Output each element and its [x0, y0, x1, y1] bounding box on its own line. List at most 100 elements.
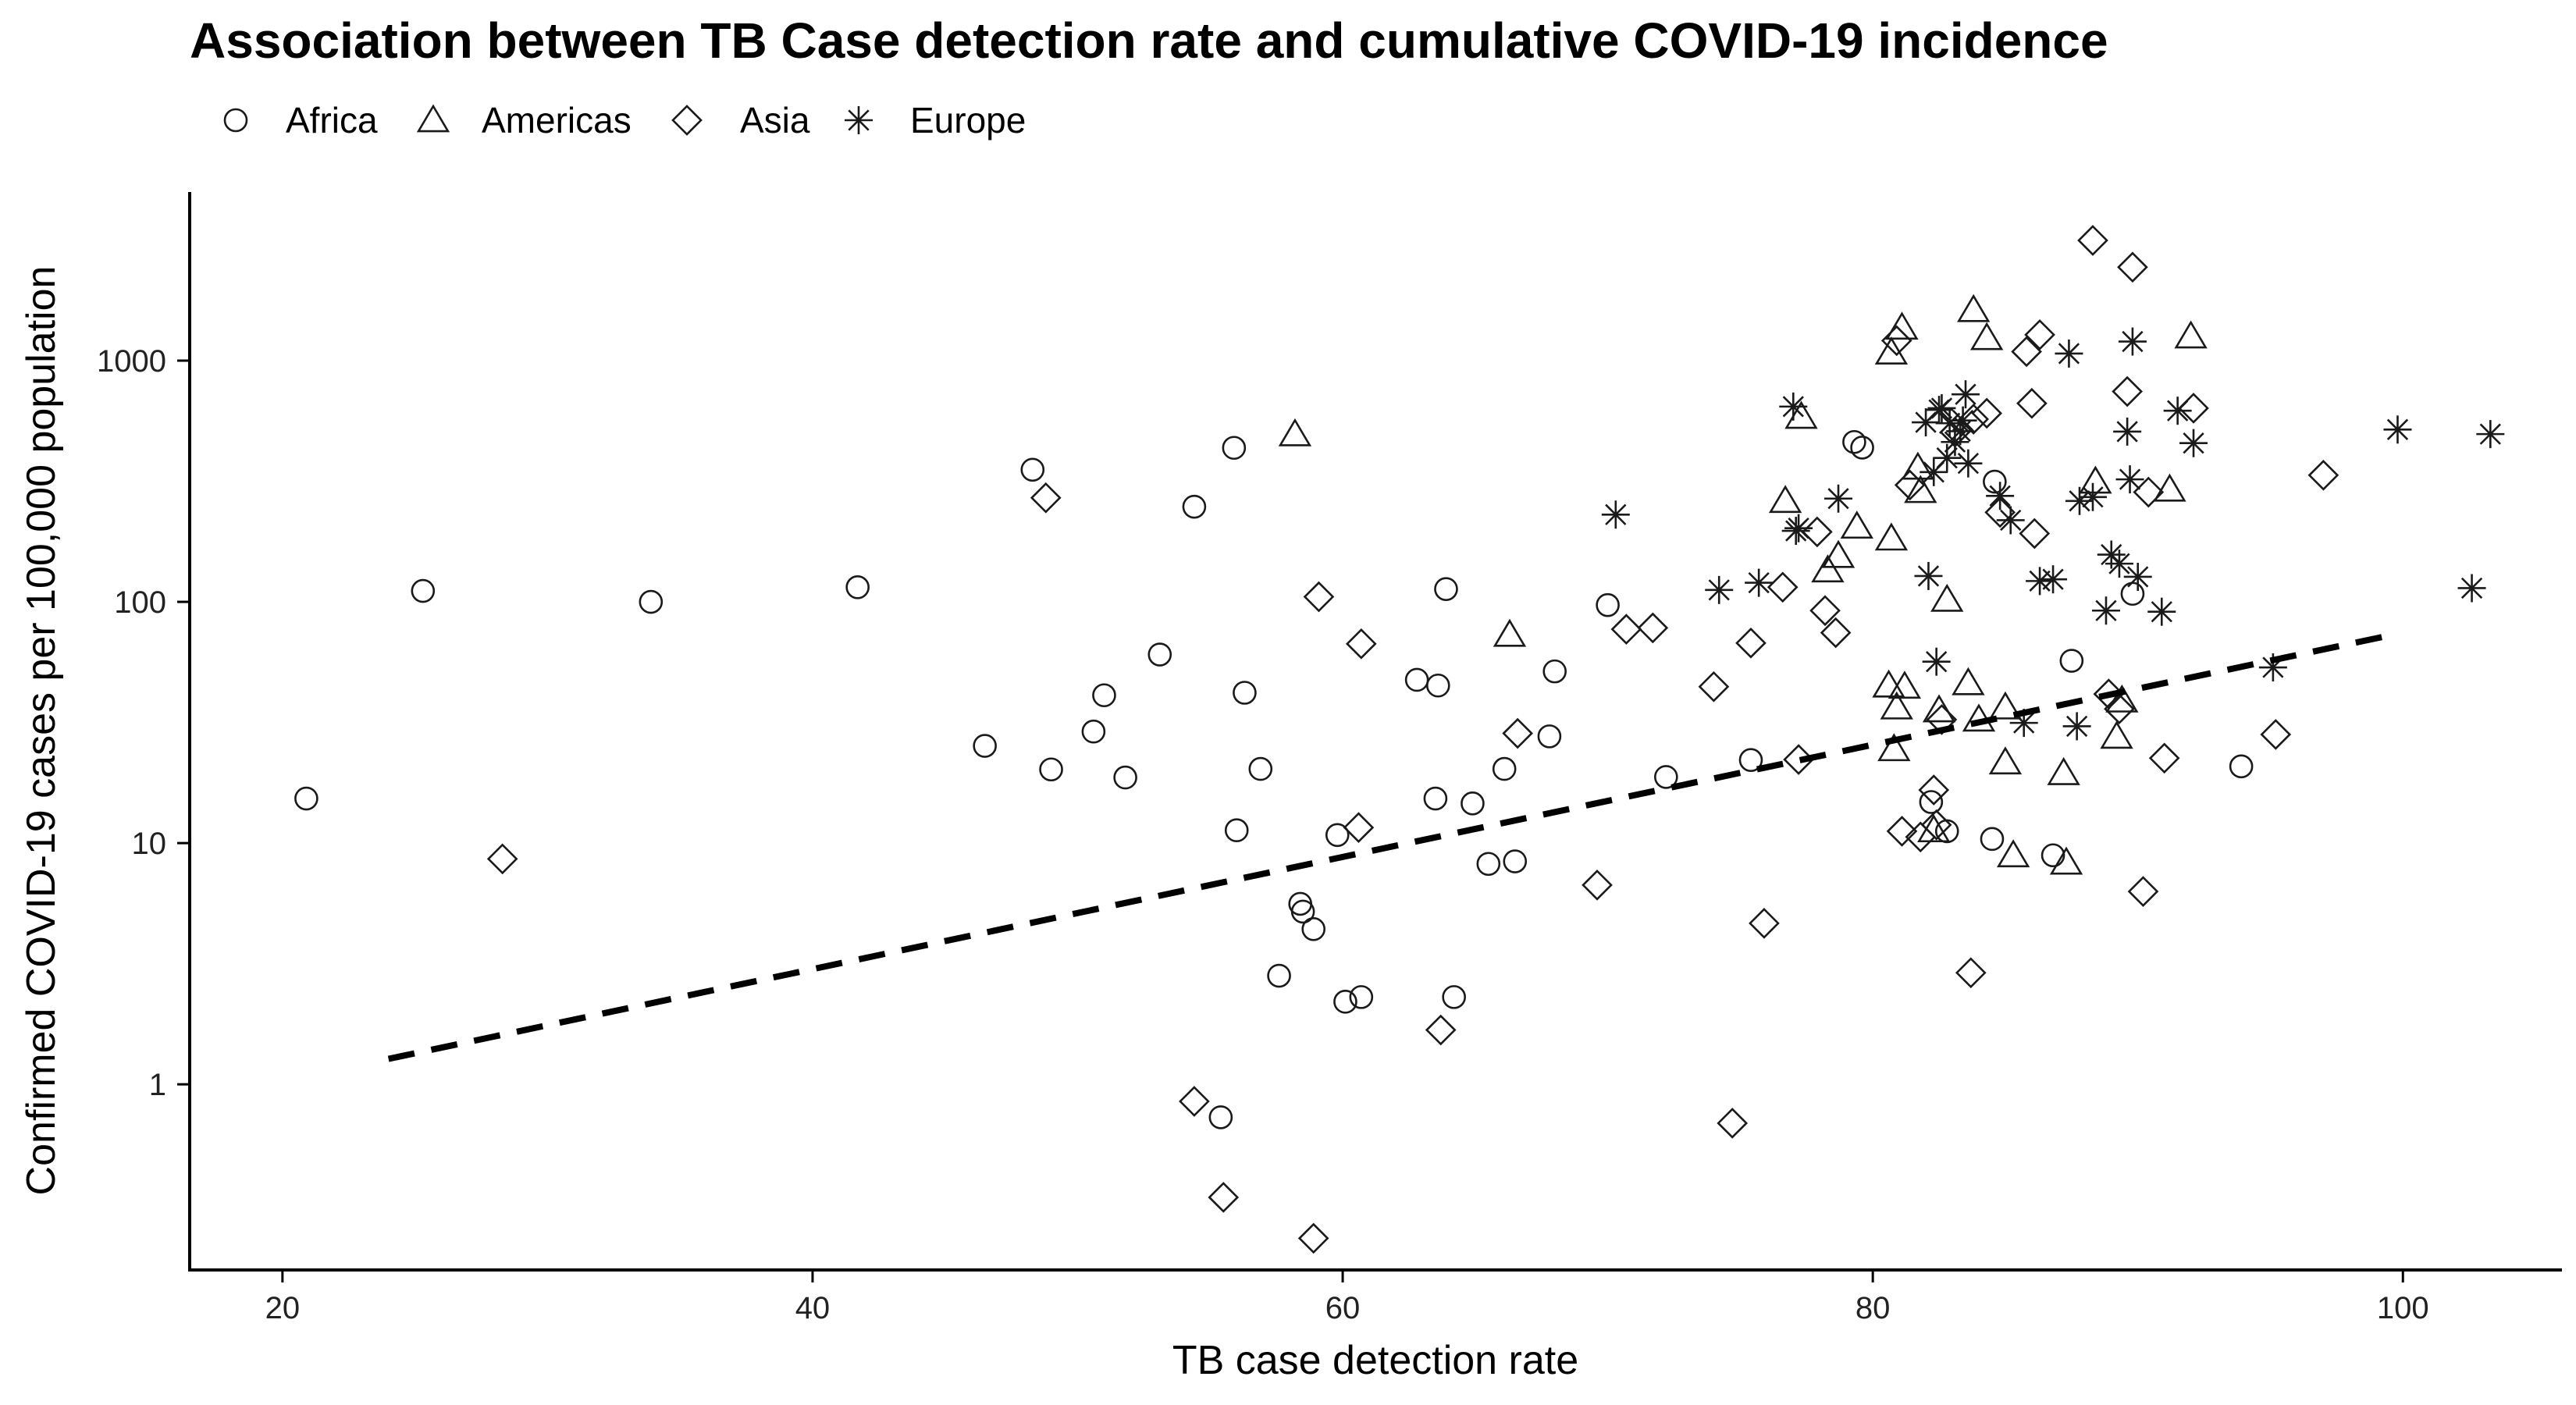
point-asia	[2011, 336, 2042, 368]
point-asia	[1343, 812, 1375, 844]
legend: Africa Americas Asia Europe	[223, 100, 1026, 140]
point-europe	[1941, 428, 1969, 457]
point-asia	[2148, 742, 2180, 774]
point-africa	[1147, 642, 1172, 667]
point-americas	[1957, 293, 1991, 322]
series-americas	[1278, 293, 2208, 875]
point-africa	[1983, 469, 2007, 494]
point-asia	[2307, 459, 2339, 491]
point-africa	[411, 578, 436, 603]
point-asia	[2127, 876, 2159, 907]
point-africa	[1654, 765, 1678, 789]
x-axis-ticks: 20 40 60 80 100	[265, 1270, 2429, 1325]
point-europe	[2123, 562, 2152, 591]
point-europe	[1745, 568, 1774, 597]
point-asia	[1297, 1222, 1329, 1254]
point-africa	[1222, 436, 1247, 461]
legend-key-africa	[223, 108, 248, 133]
point-americas	[2153, 473, 2186, 502]
legend-label: Americas	[482, 100, 632, 140]
point-americas	[1493, 618, 1527, 647]
point-africa	[1290, 899, 1315, 924]
point-americas	[1885, 311, 1919, 340]
point-europe	[1948, 406, 1977, 435]
point-africa	[639, 589, 664, 614]
legend-item-asia: Asia	[671, 100, 810, 140]
point-americas	[1988, 746, 2023, 775]
point-africa	[1333, 990, 1357, 1014]
point-asia	[1717, 1108, 1749, 1139]
y-tick-label: 100	[114, 585, 166, 620]
point-africa	[1850, 436, 1874, 460]
point-europe	[2026, 567, 2055, 596]
point-europe	[1601, 500, 1630, 529]
point-asia	[1345, 628, 1377, 660]
series-asia	[486, 225, 2339, 1254]
point-americas	[1877, 733, 1911, 762]
point-africa	[1182, 494, 1207, 519]
point-asia	[1918, 774, 1950, 806]
x-tick-label: 40	[795, 1291, 831, 1325]
point-europe	[2055, 339, 2083, 368]
point-americas	[1821, 539, 1856, 568]
point-asia	[2104, 693, 2135, 725]
point-africa	[1404, 667, 1429, 692]
series-europe	[1601, 327, 2505, 741]
point-asia	[1820, 617, 1852, 649]
legend-item-europe: Europe	[845, 100, 1026, 140]
point-europe	[2091, 596, 2120, 625]
point-asia	[1802, 516, 1833, 548]
point-asia	[2112, 375, 2143, 407]
point-asia	[1955, 957, 1987, 989]
point-europe	[2115, 465, 2144, 494]
point-asia	[1926, 704, 1958, 735]
point-asia	[1735, 627, 1767, 659]
point-europe	[1824, 484, 1853, 513]
point-africa	[1208, 1105, 1233, 1129]
point-europe	[1922, 647, 1951, 676]
point-americas	[1904, 475, 1937, 503]
point-americas	[1988, 691, 2023, 720]
point-africa	[2120, 582, 2145, 606]
point-americas	[2100, 720, 2133, 749]
point-asia	[1886, 816, 1918, 847]
legend-key-europe	[845, 106, 873, 134]
point-africa	[1919, 790, 1944, 814]
point-asia	[2133, 476, 2165, 508]
legend-label: Africa	[286, 100, 378, 140]
point-africa	[2059, 649, 2084, 673]
point-africa	[1267, 963, 1291, 988]
point-africa	[1325, 823, 1350, 848]
point-europe	[1779, 392, 1808, 421]
point-africa	[1980, 827, 2005, 852]
point-africa	[2229, 754, 2254, 779]
point-europe	[1952, 380, 1980, 409]
y-axis-ticks: 1 10 100 1000	[97, 344, 190, 1102]
x-tick-label: 80	[1856, 1291, 1891, 1325]
point-europe	[1933, 443, 1962, 472]
point-europe	[1927, 393, 1956, 422]
point-europe	[2383, 415, 2412, 444]
point-africa	[1425, 673, 1450, 698]
point-africa	[1542, 659, 1567, 684]
point-americas	[1872, 669, 1905, 698]
y-tick-label: 10	[132, 827, 167, 861]
legend-item-americas: Americas	[416, 100, 632, 140]
point-africa	[1020, 457, 1045, 482]
legend-label: Asia	[740, 100, 810, 140]
point-asia	[1030, 482, 1062, 514]
point-africa	[1113, 765, 1137, 790]
point-asia	[1880, 325, 1912, 357]
chart-title: Association between TB Case detection ra…	[190, 12, 2108, 69]
point-africa	[2041, 843, 2065, 868]
point-africa	[973, 734, 997, 758]
point-asia	[2024, 319, 2055, 350]
point-africa	[1476, 852, 1501, 877]
point-asia	[1582, 870, 1613, 901]
legend-key-asia	[671, 105, 703, 136]
point-europe	[2476, 420, 2505, 449]
point-africa	[1081, 719, 1106, 744]
point-asia	[1783, 744, 1814, 775]
point-americas	[1996, 839, 2030, 868]
point-europe	[1996, 506, 2025, 535]
